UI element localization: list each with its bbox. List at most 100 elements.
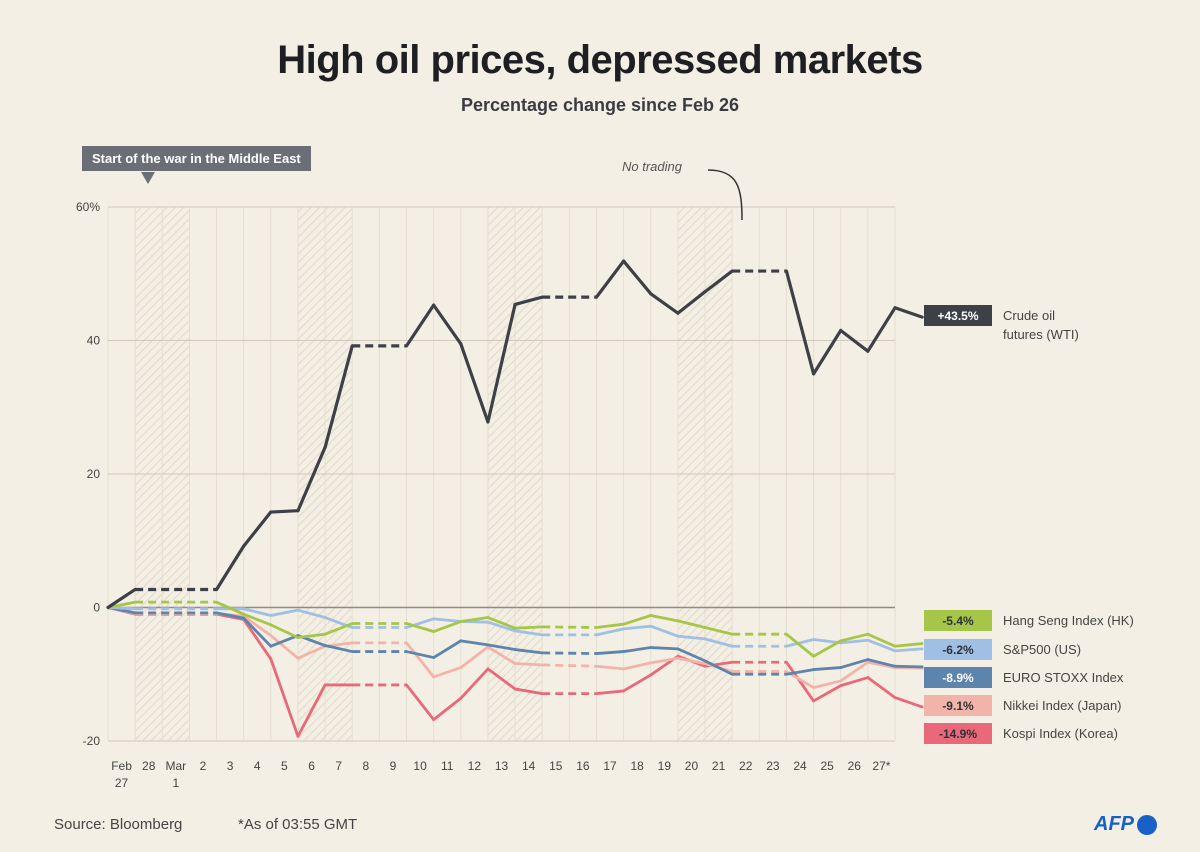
x-tick-label: 12 [468, 759, 482, 773]
series-segment [649, 646, 680, 651]
series-segment [106, 600, 137, 609]
legend-badge [924, 305, 992, 326]
series-segment [622, 624, 653, 631]
legend-badge-value: -6.2% [942, 643, 974, 657]
series-segment [432, 617, 463, 623]
series-segment [323, 644, 354, 653]
legend-series-name: EURO STOXX Index [1003, 670, 1124, 685]
series-segment [432, 303, 463, 346]
series-segment [405, 641, 436, 679]
series-segment [893, 696, 924, 709]
chart-subtitle: Percentage change since Feb 26 [460, 95, 740, 115]
series-segment [513, 625, 544, 630]
y-tick-label: 60% [76, 200, 100, 214]
y-tick-label: 20 [87, 467, 101, 481]
legend-series-name: Nikkei Index (Japan) [1003, 698, 1122, 713]
legend-series-name: Kospi Index (Korea) [1003, 726, 1118, 741]
series-segment [269, 634, 300, 648]
series-segment [622, 673, 653, 693]
x-tick-label: 14 [522, 759, 536, 773]
war-start-pointer [141, 172, 155, 184]
x-tick-label: 20 [685, 759, 699, 773]
series-segment [459, 342, 490, 424]
series-segment [703, 269, 734, 294]
chart-title: High oil prices, depressed markets [277, 38, 923, 82]
series-segment [649, 656, 680, 665]
legend-badge-value: +43.5% [937, 309, 978, 323]
series-segment [893, 664, 924, 669]
afp-logo: AFP [1094, 813, 1157, 836]
series-0 [106, 259, 924, 610]
series-segment [432, 666, 463, 679]
series-segment [405, 683, 436, 722]
series-segment-no-trading [542, 625, 597, 629]
series-segment [486, 645, 517, 665]
series-segment [595, 627, 626, 637]
series-segment [296, 644, 327, 660]
afp-logo-text: AFP [1094, 813, 1134, 835]
x-tick-label: 2 [200, 759, 207, 773]
x-tick-label: 4 [254, 759, 261, 773]
series-segment [432, 696, 463, 722]
series-segment [622, 259, 653, 296]
series-3 [106, 606, 924, 676]
series-segment [513, 648, 544, 655]
x-tick-label: 21 [712, 759, 726, 773]
series-segment [513, 687, 544, 696]
series-segment [214, 544, 246, 592]
series-segment [269, 608, 300, 617]
series-segment [242, 607, 273, 617]
x-tick-label: 6 [308, 759, 315, 773]
series-segment [676, 634, 707, 641]
series-segment-no-trading [542, 651, 597, 655]
legend-badge-value: -14.9% [939, 727, 977, 741]
series-segment [269, 623, 300, 639]
legend-badge [924, 723, 992, 744]
series-segment [513, 629, 544, 637]
series-segment [839, 660, 870, 683]
series-segment [812, 666, 843, 671]
series-segment [893, 642, 924, 648]
series-segment [839, 658, 870, 669]
series-segment [622, 646, 653, 653]
series-segment [649, 624, 680, 638]
series-segment [242, 510, 273, 548]
series-segment [269, 657, 300, 738]
series-segment [296, 632, 327, 639]
series-segment [622, 614, 653, 626]
series-segment [323, 622, 354, 636]
series-segment [296, 683, 327, 738]
series-segment [703, 637, 734, 648]
series-segment [893, 306, 924, 319]
series-segment [432, 620, 463, 633]
series-segment [866, 658, 897, 668]
x-tick-label-line2: 1 [173, 776, 180, 790]
series-segment [269, 509, 300, 514]
x-tick-label: 13 [495, 759, 509, 773]
series-segment [893, 647, 924, 653]
series-segment [486, 616, 517, 630]
series-segment [459, 616, 490, 623]
series-segment [703, 659, 734, 676]
series-segment [405, 650, 436, 659]
series-segment [839, 328, 870, 353]
no-trading-annotation: No trading [622, 159, 682, 174]
legend-series-name: Crude oil [1003, 308, 1055, 323]
series-segment [595, 650, 626, 655]
series-segment [296, 608, 327, 619]
series-segment [866, 676, 897, 700]
series-segment [839, 638, 870, 645]
x-tick-label: 19 [658, 759, 672, 773]
legend-series-name: futures (WTI) [1003, 327, 1079, 342]
x-tick-label: 8 [362, 759, 369, 773]
series-segment [812, 639, 843, 658]
series-segment [785, 668, 815, 676]
x-tick-label: 7 [335, 759, 342, 773]
series-segment [242, 616, 273, 648]
x-tick-label: 16 [576, 759, 590, 773]
series-segment [215, 600, 246, 616]
series-segment [785, 660, 815, 703]
series-segment [866, 306, 897, 353]
x-tick-label: 18 [631, 759, 645, 773]
